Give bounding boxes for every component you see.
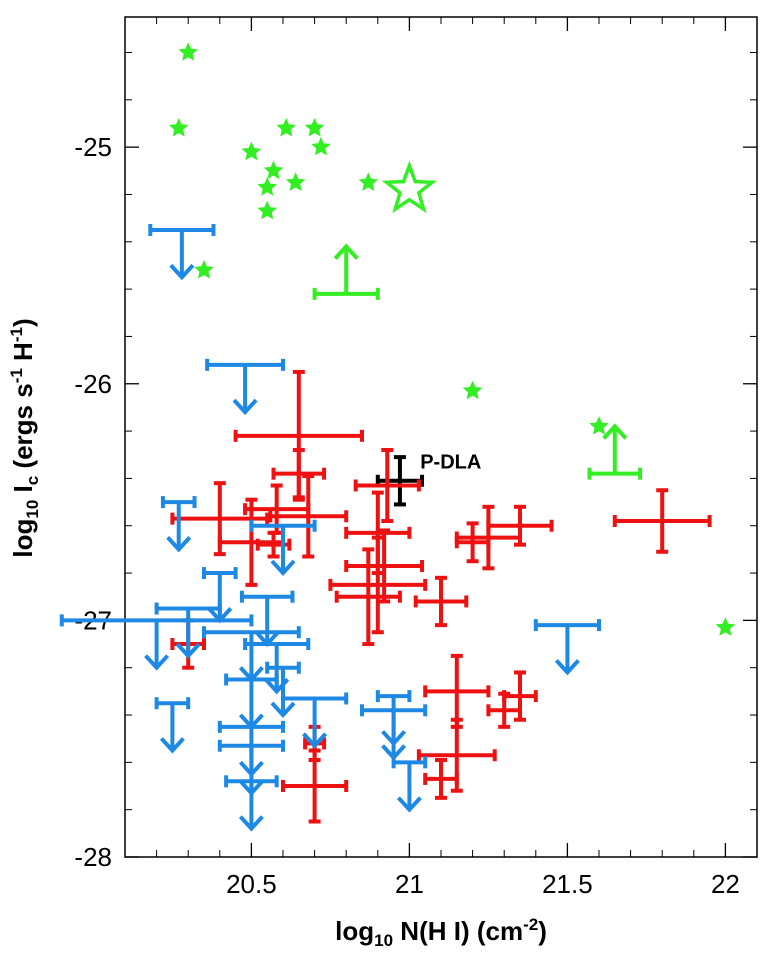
red-errorbar-point	[413, 575, 469, 628]
y-axis-title: log10 Ic (ergs s-1 H-1)	[7, 318, 42, 557]
limit-arrowhead	[302, 732, 328, 749]
red-errorbar-point	[454, 521, 491, 564]
red-errorbar-point	[454, 504, 522, 571]
x-tick-label: 21	[395, 869, 424, 899]
blue-upper-limit	[154, 697, 191, 754]
limit-arrowhead	[159, 737, 185, 754]
limit-arrowhead	[396, 796, 422, 813]
red-errorbar-point	[328, 535, 428, 635]
star-point	[169, 117, 189, 137]
limit-arrowhead	[270, 701, 296, 718]
star-point	[263, 160, 284, 180]
blue-upper-limit	[239, 590, 295, 648]
red-errorbar-point	[423, 653, 491, 729]
x-tick-label: 22	[711, 869, 740, 899]
star-point	[311, 136, 331, 156]
blue-upper-limit	[224, 775, 279, 832]
star-point	[257, 177, 277, 196]
limit-arrowhead	[333, 243, 359, 260]
limit-arrowhead	[144, 654, 170, 671]
star-point	[715, 617, 736, 636]
star-point	[358, 172, 379, 191]
limit-arrowhead	[270, 559, 296, 577]
red-errorbar-point	[334, 547, 402, 647]
blue-upper-limit	[360, 704, 428, 761]
limit-arrowhead	[175, 642, 201, 659]
star-point	[276, 117, 296, 137]
p-dla-point	[375, 455, 425, 507]
x-axis-title: log10 N(H I) (cm-2)	[335, 915, 547, 950]
blue-upper-limit	[249, 519, 317, 577]
star-point	[178, 42, 198, 61]
blue-upper-limit	[224, 673, 279, 730]
limit-arrowhead	[232, 398, 258, 416]
blue-upper-limit	[265, 661, 301, 718]
blue-upper-limit	[205, 358, 285, 416]
x-tick-label: 21.5	[542, 869, 593, 899]
y-tick-label: -28	[74, 842, 112, 872]
limit-arrowhead	[602, 423, 628, 440]
star-point	[257, 200, 277, 220]
red-errorbar-point	[423, 757, 459, 800]
y-tick-label: -26	[74, 369, 112, 399]
axis-ticks: 20.5 21 21.5 22-25-26-27-28	[74, 17, 757, 899]
star-point	[304, 117, 325, 137]
blue-upper-limit	[59, 614, 254, 671]
limit-arrowhead	[238, 815, 264, 832]
red-errorbar-point	[255, 530, 292, 559]
red-errorbar-point	[344, 528, 425, 604]
green-lower-limit	[312, 243, 380, 300]
limit-arrowhead	[166, 536, 192, 553]
blue-upper-limit	[160, 496, 197, 553]
red-errorbar-point	[271, 448, 327, 500]
blue-upper-limit	[154, 602, 222, 659]
green-lower-limit	[587, 423, 643, 480]
star-point	[285, 172, 306, 191]
data-marks	[59, 42, 736, 832]
x-tick-label: 20.5	[226, 869, 277, 899]
star-point	[589, 416, 609, 435]
star-point	[241, 141, 262, 161]
blue-upper-limit	[148, 223, 216, 281]
red-errorbar-point	[486, 691, 522, 729]
limit-arrowhead	[169, 263, 195, 281]
limit-arrowhead	[554, 659, 580, 676]
open-star-point	[381, 160, 437, 214]
red-errorbar-point	[281, 748, 349, 824]
red-errorbar-point	[612, 488, 712, 554]
y-tick-label: -25	[74, 132, 112, 162]
red-errorbar-point	[486, 504, 554, 547]
blue-upper-limit	[281, 692, 349, 749]
star-point	[462, 380, 483, 400]
red-errorbar-point	[268, 474, 349, 559]
blue-upper-limit	[391, 756, 428, 813]
annotation-p-dla: P-DLA	[420, 452, 481, 474]
star-point	[194, 259, 214, 279]
blue-upper-limit	[533, 619, 601, 676]
red-errorbar-point	[353, 448, 421, 523]
